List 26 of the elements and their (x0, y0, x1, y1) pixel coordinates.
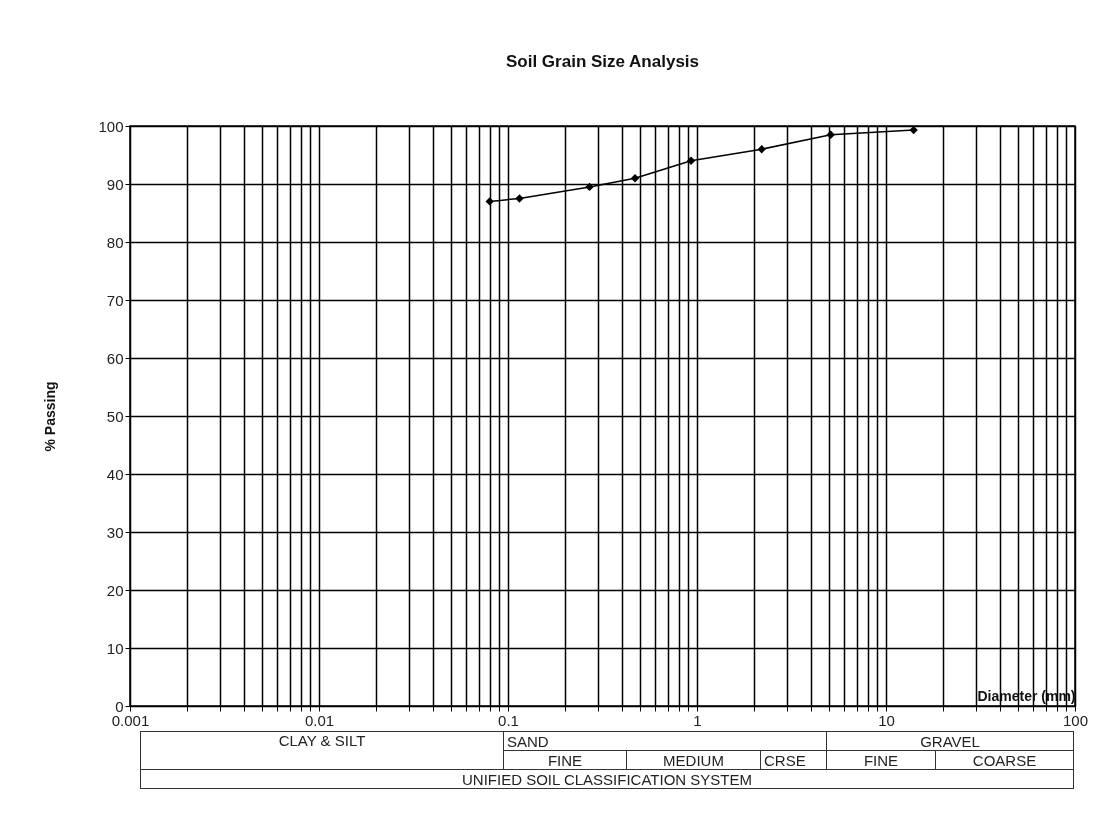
text: UNIFIED SOIL CLASSIFICATION SYSTEM (140, 769, 1074, 789)
text: FINE (503, 750, 627, 770)
text: MEDIUM (626, 750, 761, 770)
y-tick-label: 10 (106, 639, 124, 657)
text: SAND (503, 731, 827, 751)
x-tick-label: 0.01 (304, 711, 335, 729)
text: COARSE (935, 750, 1074, 770)
y-axis-title: % Passing (42, 381, 59, 452)
y-tick-label: 60 (106, 349, 124, 367)
y-tick-label: 30 (106, 523, 124, 541)
y-tick-label: 40 (106, 465, 124, 483)
y-tick-label: 80 (106, 233, 124, 251)
text: CRSE (760, 750, 827, 770)
y-tick-label: 90 (106, 175, 124, 193)
y-tick-label: 70 (106, 291, 124, 309)
x-tick-label: 100 (1062, 711, 1089, 729)
y-tick-label: 50 (106, 407, 124, 425)
text: FINE (826, 750, 936, 770)
y-tick-label: 20 (106, 581, 124, 599)
text: GRAVEL (826, 731, 1074, 751)
x-tick-label: 10 (878, 711, 895, 729)
chart-title: Soil Grain Size Analysis (505, 52, 700, 71)
text: CLAY & SILT (140, 731, 504, 770)
x-tick-label: 1 (693, 711, 702, 729)
y-tick-label: 100 (98, 117, 124, 135)
x-tick-label: 0.1 (498, 711, 519, 729)
